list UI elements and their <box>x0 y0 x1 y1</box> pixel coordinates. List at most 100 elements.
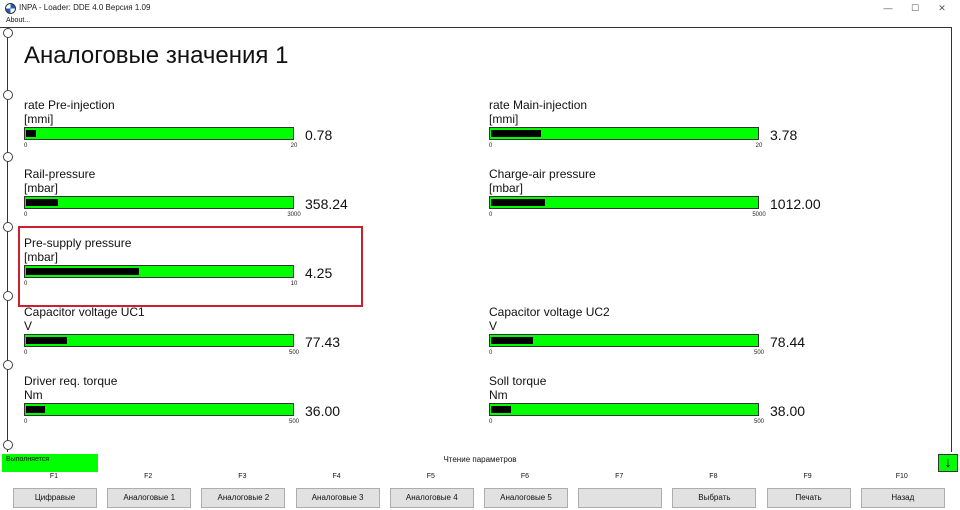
gauge-1: rate Main-injection [mmi] 3.78 0 20 <box>489 98 829 156</box>
gauge-0: rate Pre-injection [mmi] 0.78 0 20 <box>24 98 364 156</box>
fkey-button[interactable] <box>578 488 663 508</box>
gauge-max: 20 <box>290 143 298 149</box>
function-key-bar: F1 Цифравые F2 Аналоговые 1 F3 Аналоговые 2 F4… <box>0 473 960 510</box>
gauge-min: 0 <box>24 281 28 287</box>
gauge-label: Soll torque <box>489 374 547 388</box>
page-title: Аналоговые значения 1 <box>24 42 289 69</box>
gauge-bar <box>24 334 294 347</box>
fkey-f4: F4 Аналоговые 3 <box>290 473 384 510</box>
fkey-button[interactable]: Аналоговые 1 <box>107 488 192 508</box>
maximize-icon[interactable]: ☐ <box>910 3 920 13</box>
radio-button-4[interactable] <box>3 222 13 232</box>
gauge-max: 3000 <box>287 212 301 218</box>
radio-button-2[interactable] <box>3 90 13 100</box>
fkey-f1: F1 Цифравые <box>7 473 101 510</box>
gauge-bar <box>489 334 759 347</box>
fkey-f2: F2 Аналоговые 1 <box>101 473 195 510</box>
gauge-value: 77.43 <box>305 334 341 350</box>
gauge-label: Pre-supply pressure <box>24 236 132 250</box>
gauge-value: 1012.00 <box>770 196 821 212</box>
radio-button-5[interactable] <box>3 291 13 301</box>
gauge-min: 0 <box>24 419 28 425</box>
menu-about[interactable]: About... <box>6 17 31 24</box>
gauge-value: 78.44 <box>770 334 806 350</box>
gauge-min: 0 <box>24 350 28 356</box>
gauge-bar <box>24 127 294 140</box>
gauge-fill <box>26 130 36 137</box>
radio-button-3[interactable] <box>3 152 13 162</box>
fkey-f8: F8 Выбрать <box>666 473 760 510</box>
gauge-fill <box>491 130 541 137</box>
gauge-max: 20 <box>755 143 763 149</box>
radio-button-1[interactable] <box>3 28 13 38</box>
gauge-min: 0 <box>489 212 493 218</box>
fkey-label: F2 <box>144 473 153 480</box>
gauge-value: 38.00 <box>770 403 806 419</box>
gauge-max: 500 <box>288 350 300 356</box>
gauge-max: 10 <box>290 281 298 287</box>
gauge-max: 500 <box>753 350 765 356</box>
gauge-unit: [mmi] <box>489 112 519 126</box>
gauge-bar <box>489 127 759 140</box>
fkey-f6: F6 Аналоговые 5 <box>478 473 572 510</box>
fkey-label: F10 <box>895 473 908 480</box>
gauge-4: Pre-supply pressure [mbar] 4.25 0 10 <box>24 236 364 294</box>
gauge-fill <box>491 337 533 344</box>
radio-button-7[interactable] <box>3 440 13 450</box>
gauge-max: 5000 <box>752 212 766 218</box>
gauge-label: rate Main-injection <box>489 98 588 112</box>
gauge-value: 358.24 <box>305 196 348 212</box>
fkey-button[interactable]: Печать <box>766 488 851 508</box>
gauge-2: Rail-pressure [mbar] 358.24 0 3000 <box>24 167 364 225</box>
fkey-button[interactable]: Аналоговые 3 <box>295 488 380 508</box>
status-running: Выполняется <box>2 454 98 472</box>
gauge-min: 0 <box>489 419 493 425</box>
gauge-fill <box>26 268 139 275</box>
fkey-button[interactable]: Аналоговые 2 <box>201 488 286 508</box>
gauge-value: 0.78 <box>305 127 333 143</box>
close-icon[interactable]: ✕ <box>938 3 946 13</box>
gauge-bar <box>489 403 759 416</box>
gauge-fill <box>491 406 511 413</box>
fkey-f7: F7 <box>572 473 666 510</box>
fkey-button[interactable]: Назад <box>860 488 945 508</box>
highlight-box <box>18 226 363 307</box>
arrow-down-icon[interactable]: ↓ <box>938 454 958 472</box>
minimize-icon[interactable]: — <box>883 3 893 13</box>
gauge-label: Charge-air pressure <box>489 167 596 181</box>
gauge-min: 0 <box>489 350 493 356</box>
fkey-button[interactable]: Цифравые <box>13 488 97 508</box>
radio-button-6[interactable] <box>3 360 13 370</box>
fkey-label: F3 <box>238 473 247 480</box>
gauge-5: Capacitor voltage UC1 V 77.43 0 500 <box>24 305 364 363</box>
window-title: INPA - Loader: DDE 4.0 Версия 1.09 <box>19 3 151 12</box>
gauge-unit: V <box>489 319 498 333</box>
status-bar: Чтение параметров Выполняется ↓ <box>0 453 960 473</box>
fkey-label: F5 <box>426 473 435 480</box>
fkey-f10: F10 Назад <box>855 473 949 510</box>
gauge-max: 500 <box>753 419 765 425</box>
fkey-button[interactable]: Аналоговые 4 <box>389 488 474 508</box>
gauge-3: Charge-air pressure [mbar] 1012.00 0 5000 <box>489 167 829 225</box>
gauge-unit: Nm <box>24 388 43 402</box>
fkey-label: F1 <box>49 473 59 480</box>
gauge-min: 0 <box>489 143 493 149</box>
gauge-fill <box>26 337 67 344</box>
fkey-label: F8 <box>709 473 718 480</box>
fkey-button[interactable]: Выбрать <box>672 488 757 508</box>
gauge-unit: [mbar] <box>489 181 524 195</box>
content-frame <box>0 27 952 452</box>
gauge-fill <box>491 199 545 206</box>
gauge-label: Driver req. torque <box>24 374 118 388</box>
gauge-bar <box>24 196 294 209</box>
fkey-label: F9 <box>803 473 812 480</box>
fkey-label: F6 <box>520 473 530 480</box>
gauge-max: 500 <box>288 419 300 425</box>
fkey-f9: F9 Печать <box>761 473 855 510</box>
gauge-unit: V <box>24 319 33 333</box>
gauge-unit: Nm <box>489 388 508 402</box>
gauge-unit: [mbar] <box>24 250 59 264</box>
gauge-label: Rail-pressure <box>24 167 96 181</box>
gauge-label: Capacitor voltage UC1 <box>24 305 145 319</box>
fkey-button[interactable]: Аналоговые 5 <box>484 488 568 508</box>
